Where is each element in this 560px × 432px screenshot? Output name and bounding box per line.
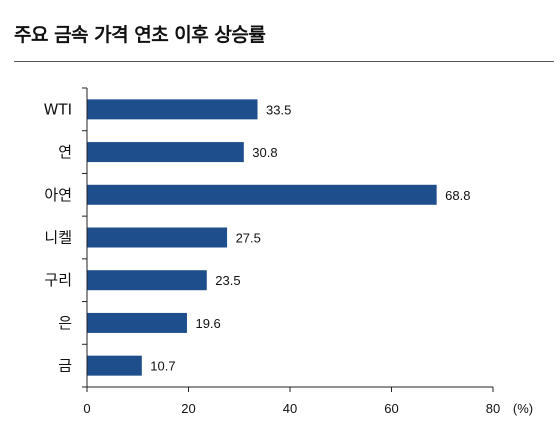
chart-axes: 0 20 40 60 80 (%) <box>82 87 533 416</box>
category-label: 금 <box>58 357 72 375</box>
data-label: 23.5 <box>215 273 240 288</box>
bar <box>87 355 142 376</box>
data-label: 27.5 <box>236 231 261 246</box>
category-label: 구리 <box>44 271 72 289</box>
data-label: 68.8 <box>445 188 470 203</box>
category-label: 은 <box>58 314 72 332</box>
category-label: WTI <box>44 100 72 118</box>
x-unit-label: (%) <box>513 401 533 416</box>
chart-bars <box>87 99 437 376</box>
bar <box>87 312 187 333</box>
category-label: 아연 <box>44 186 72 204</box>
bar <box>87 270 207 291</box>
bar <box>87 142 244 163</box>
bar <box>87 184 437 205</box>
x-tick-label: 60 <box>384 401 398 416</box>
x-tick-label: 0 <box>83 401 90 416</box>
bar <box>87 99 258 120</box>
data-label: 33.5 <box>266 102 291 117</box>
category-label: 연 <box>58 143 72 161</box>
x-tick-label: 20 <box>181 401 195 416</box>
chart-title: 주요 금속 가격 연초 이후 상승률 <box>14 24 266 46</box>
chart-labels: WTI 33.5 연 30.8 아연 68.8 니켈 27.5 구리 23.5 은 19.6 금 10.7 <box>44 100 471 374</box>
data-label: 30.8 <box>252 145 277 160</box>
title-divider <box>14 61 554 62</box>
data-label: 10.7 <box>150 359 175 374</box>
bar <box>87 227 228 248</box>
x-tick-label: 40 <box>283 401 297 416</box>
data-label: 19.6 <box>195 316 220 331</box>
category-label: 니켈 <box>44 229 72 247</box>
x-tick-label: 80 <box>486 401 500 416</box>
